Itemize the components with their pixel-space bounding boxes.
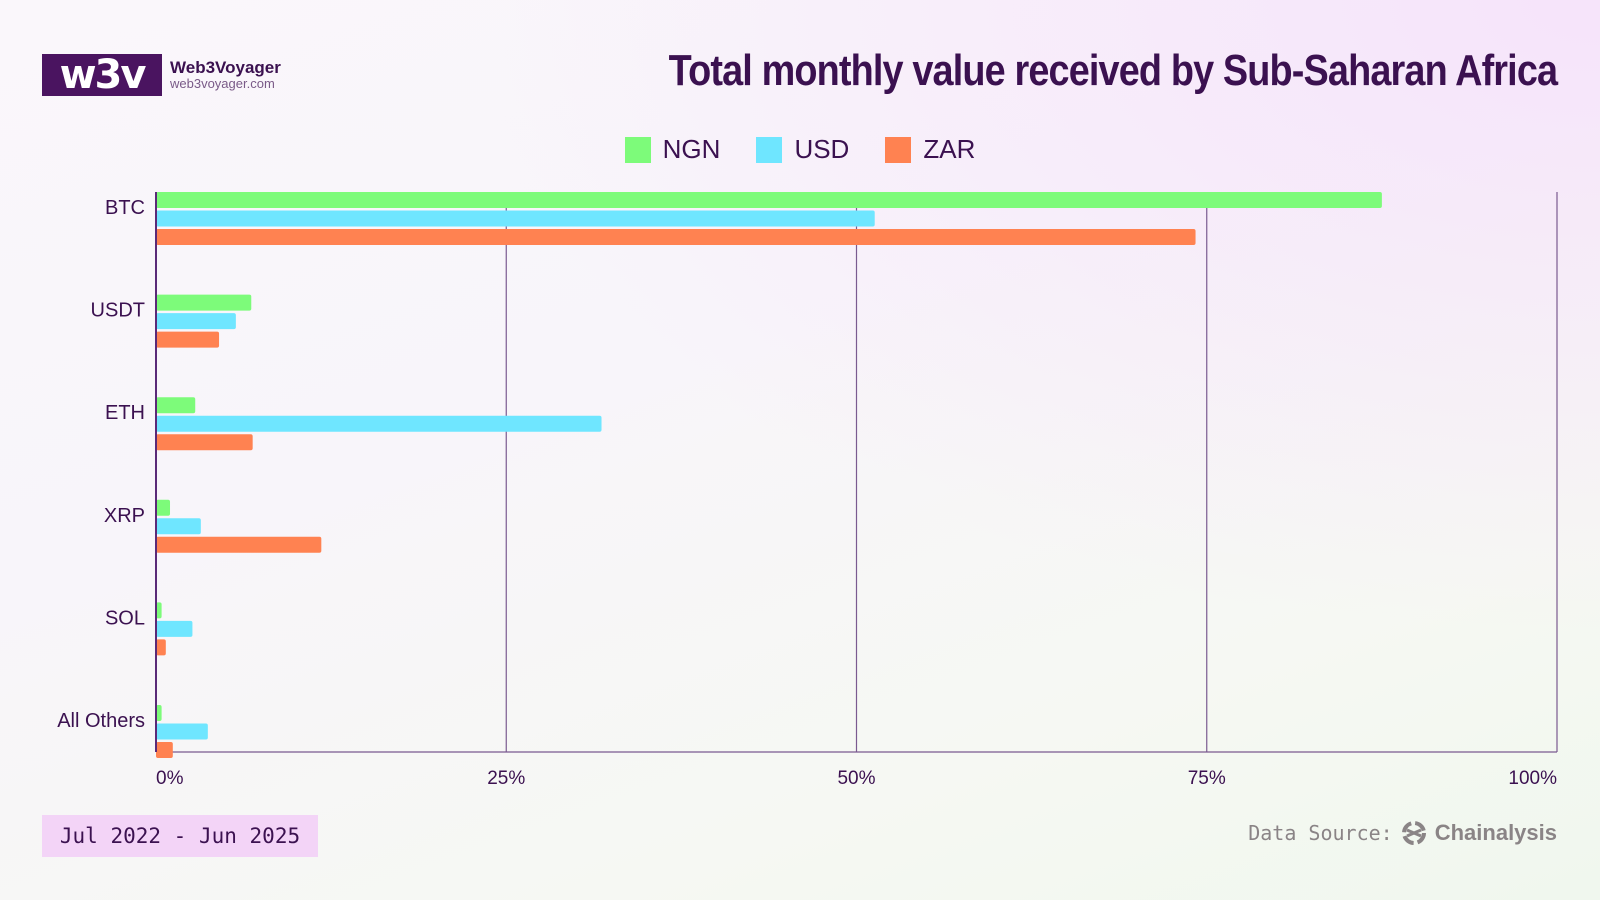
bar-usdt-zar: [156, 331, 220, 348]
x-tick-label: 25%: [487, 768, 525, 789]
bar-eth-usd: [156, 415, 602, 432]
y-tick-label: ETH: [105, 402, 145, 424]
y-tick-label: XRP: [104, 505, 145, 527]
x-tick-label: 0%: [156, 768, 184, 789]
bar-usdt-ngn: [156, 294, 252, 311]
bar-usdt-usd: [156, 313, 236, 330]
bar-sol-ngn: [156, 602, 162, 619]
brand-url: web3voyager.com: [170, 76, 275, 92]
bar-all-others-usd: [156, 723, 208, 740]
y-tick-label: BTC: [105, 197, 145, 219]
bar-chart: 0% 25% 50% 75% 100% BTC USDT ETH XRP SOL All Other…: [57, 192, 1558, 789]
legend-item-usd: USD: [756, 134, 849, 165]
x-tick-label: 75%: [1188, 768, 1226, 789]
source-label: Data Source:: [1248, 821, 1393, 845]
legend-swatch: [756, 136, 783, 163]
bar-xrp-zar: [156, 536, 322, 553]
logo: w3v Web3Voyager web3voyager.com: [42, 54, 281, 96]
bar-xrp-ngn: [156, 499, 171, 516]
y-tick-label: USDT: [91, 300, 145, 322]
bar-all-others-zar: [156, 742, 173, 758]
chainalysis-icon: [1401, 821, 1426, 845]
legend-item-ngn: NGN: [624, 134, 721, 165]
bar-eth-ngn: [156, 397, 196, 414]
legend-item-zar: ZAR: [885, 134, 975, 165]
data-source: Data Source: Chainalysis: [1248, 820, 1557, 846]
bar-xrp-usd: [156, 518, 201, 535]
bar-sol-usd: [156, 620, 193, 637]
bar-all-others-ngn: [156, 705, 162, 721]
y-tick-label: All Others: [57, 710, 145, 732]
bar-btc-usd: [156, 210, 875, 227]
y-tick-label: SOL: [105, 607, 145, 629]
legend-label: ZAR: [923, 134, 976, 164]
legend-swatch: [885, 136, 912, 163]
legend: NGN USD ZAR: [0, 134, 1600, 165]
date-range-badge: Jul 2022 - Jun 2025: [42, 815, 318, 857]
source-brand: Chainalysis: [1434, 820, 1557, 845]
legend-label: USD: [794, 134, 850, 164]
x-tick-label: 100%: [1508, 768, 1557, 789]
bar-eth-zar: [156, 434, 253, 451]
x-tick-label: 50%: [837, 768, 875, 789]
logo-mark: w3v: [42, 54, 162, 96]
bar-btc-ngn: [156, 192, 1382, 208]
legend-swatch: [624, 136, 651, 163]
chart-title: Total monthly value received by Sub-Saha…: [668, 46, 1557, 95]
legend-label: NGN: [662, 134, 721, 164]
bar-btc-zar: [156, 229, 1196, 245]
brand-name: Web3Voyager: [170, 58, 281, 78]
bar-sol-zar: [156, 639, 166, 656]
